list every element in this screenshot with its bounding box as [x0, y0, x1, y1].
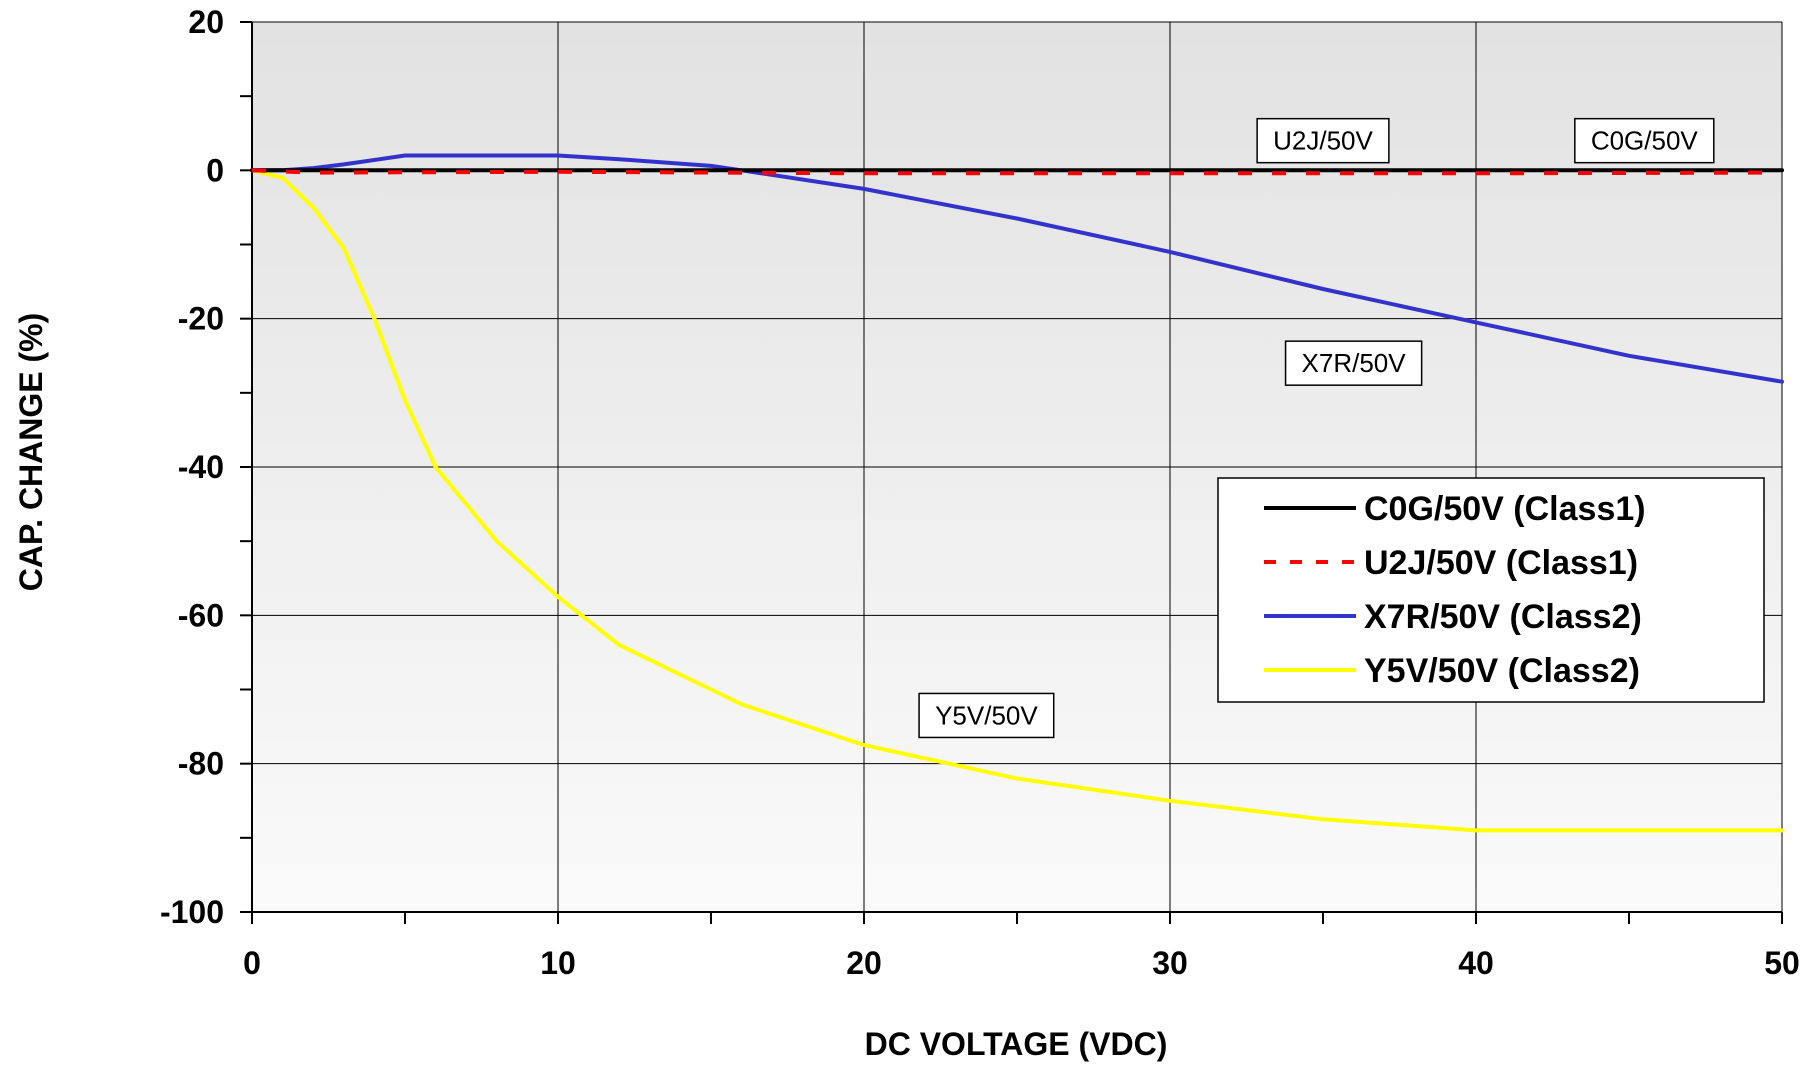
legend-entry: C0G/50V (Class1)	[1264, 490, 1646, 528]
annotation-box	[1256, 117, 1390, 164]
y-tick-label: -40	[178, 449, 224, 485]
x-tick-label: 10	[540, 945, 576, 981]
annotations: U2J/50V C0G/50V X7R/50V Y5V/50V	[918, 117, 1715, 739]
x-axis-title: DC VOLTAGE (VDC)	[865, 1026, 1168, 1062]
y-tick-label: -60	[178, 597, 224, 633]
annotation-box	[1574, 117, 1715, 164]
y-tick-label: -80	[178, 746, 224, 782]
legend-entry: Y5V/50V (Class2)	[1264, 652, 1640, 690]
legend-entry: X7R/50V (Class2)	[1264, 598, 1642, 636]
x-tick-label: 40	[1458, 945, 1494, 981]
legend-label: U2J/50V (Class1)	[1364, 544, 1638, 582]
annotation-box	[918, 692, 1055, 739]
y-tick-label: 20	[188, 4, 224, 40]
legend-label: X7R/50V (Class2)	[1364, 598, 1642, 636]
series-line-u2j	[251, 168, 1783, 176]
annotation-label: C0G/50V	[1574, 117, 1715, 164]
series-group	[250, 153, 1784, 833]
annotation-text: C0G/50V	[1591, 126, 1699, 156]
legend-label: C0G/50V (Class1)	[1364, 490, 1646, 528]
annotation-text: U2J/50V	[1273, 126, 1373, 156]
series-line-y5v	[250, 168, 1784, 833]
y-tick-label: -20	[178, 301, 224, 337]
x-tick-label: 50	[1764, 945, 1800, 981]
series-line-x7r	[250, 153, 1784, 384]
annotation-text: Y5V/50V	[935, 700, 1038, 730]
axis-titles: DC VOLTAGE (VDC) CAP. CHANGE (%)	[13, 313, 1167, 1062]
y-tick-label: 0	[206, 152, 224, 188]
y-tick-label: -100	[160, 894, 224, 930]
x-tick-label: 30	[1152, 945, 1188, 981]
annotation-label: U2J/50V	[1256, 117, 1390, 164]
x-tick-label: 0	[243, 945, 261, 981]
annotation-text: X7R/50V	[1302, 348, 1407, 378]
legend-box	[1217, 477, 1765, 703]
annotation-box	[1284, 340, 1423, 386]
axes: 20 0 -20 -40 -60 -80 -100 0 10 20 30 40 50	[160, 4, 1800, 981]
annotation-label: Y5V/50V	[918, 692, 1055, 739]
legend: C0G/50V (Class1) U2J/50V (Class1) X7R/50V …	[1217, 477, 1765, 703]
legend-entry: U2J/50V (Class1)	[1264, 544, 1638, 582]
annotation-label: X7R/50V	[1284, 340, 1423, 386]
y-axis-title: CAP. CHANGE (%)	[13, 313, 49, 592]
legend-label: Y5V/50V (Class2)	[1364, 652, 1640, 690]
x-tick-label: 20	[846, 945, 882, 981]
